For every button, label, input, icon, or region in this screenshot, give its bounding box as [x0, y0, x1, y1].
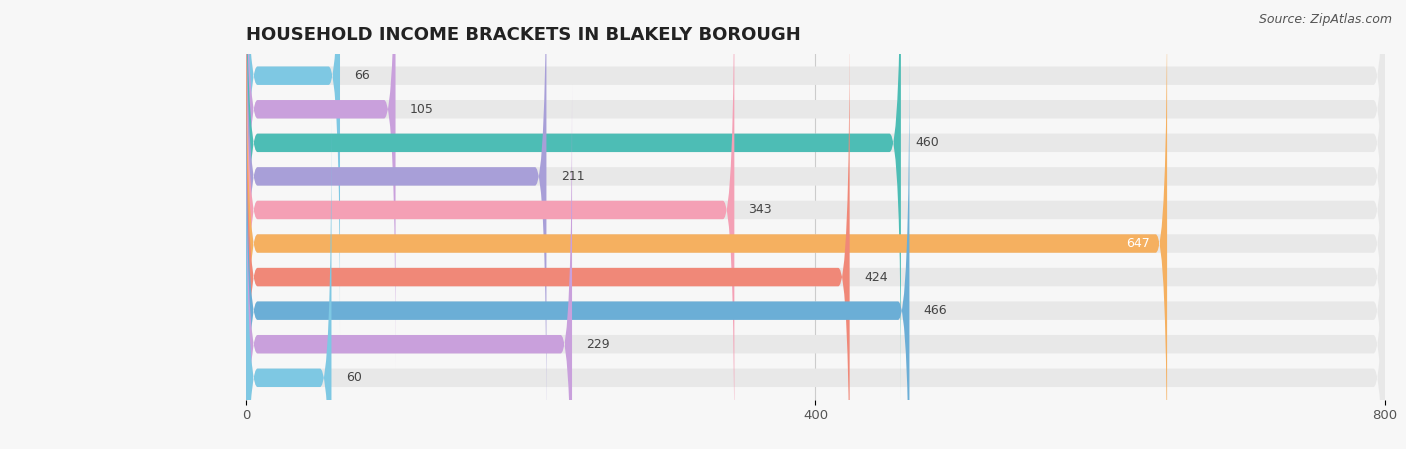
FancyBboxPatch shape	[246, 18, 849, 449]
Text: 466: 466	[924, 304, 948, 317]
FancyBboxPatch shape	[246, 0, 1167, 449]
FancyBboxPatch shape	[246, 85, 1385, 449]
FancyBboxPatch shape	[246, 0, 1385, 369]
Text: HOUSEHOLD INCOME BRACKETS IN BLAKELY BOROUGH: HOUSEHOLD INCOME BRACKETS IN BLAKELY BOR…	[246, 26, 801, 44]
Text: 343: 343	[748, 203, 772, 216]
FancyBboxPatch shape	[246, 0, 1385, 335]
FancyBboxPatch shape	[246, 0, 1385, 402]
Text: 647: 647	[1126, 237, 1150, 250]
FancyBboxPatch shape	[246, 0, 340, 335]
Text: 66: 66	[354, 69, 370, 82]
FancyBboxPatch shape	[246, 119, 332, 449]
FancyBboxPatch shape	[246, 0, 395, 369]
FancyBboxPatch shape	[246, 119, 1385, 449]
FancyBboxPatch shape	[246, 0, 547, 436]
FancyBboxPatch shape	[246, 51, 1385, 449]
FancyBboxPatch shape	[246, 18, 1385, 449]
Text: 60: 60	[346, 371, 361, 384]
Text: 211: 211	[561, 170, 585, 183]
Text: 229: 229	[586, 338, 610, 351]
FancyBboxPatch shape	[246, 51, 910, 449]
FancyBboxPatch shape	[246, 85, 572, 449]
FancyBboxPatch shape	[246, 0, 1385, 449]
FancyBboxPatch shape	[246, 0, 901, 402]
Text: Source: ZipAtlas.com: Source: ZipAtlas.com	[1258, 13, 1392, 26]
FancyBboxPatch shape	[246, 0, 734, 449]
Text: 460: 460	[915, 136, 939, 150]
FancyBboxPatch shape	[246, 0, 1385, 436]
Text: 105: 105	[409, 103, 433, 116]
FancyBboxPatch shape	[246, 0, 1385, 449]
Text: 424: 424	[863, 271, 887, 284]
